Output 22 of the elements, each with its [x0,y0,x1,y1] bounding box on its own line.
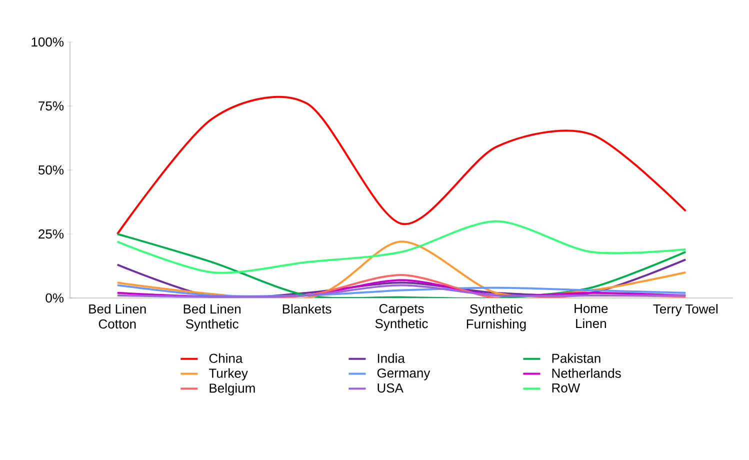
y-tick-label: 25% [38,229,64,239]
legend-label: India [378,353,405,363]
legend-label: USA [378,383,404,393]
y-tick-label: 75% [38,101,64,111]
legend-label: Netherlands [552,368,621,378]
legend-label: Belgium [210,383,255,396]
x-tick-label: Home Linen [574,304,608,328]
x-tick-label: Bed Linen Synthetic [184,304,240,332]
legend-label: Germany [377,368,430,380]
legend-label: China [209,353,243,363]
legend-label: Pakistan [552,353,600,363]
legend-label: Turkey [209,368,248,380]
legend-label: RoW [552,383,580,393]
y-tick-label: 50% [38,165,64,175]
y-tick-label: 0% [46,293,64,303]
x-tick-label: Synthetic Furnishing [466,304,526,332]
x-tick-label: Blankets [282,304,332,314]
x-tick-label: Bed Linen Cotton [89,304,146,329]
x-tick-label: Carpets Synthetic [375,304,428,331]
y-tick-label: 100% [32,37,64,47]
line-series [116,220,687,274]
x-tick-label: Terry Towel [653,304,718,316]
